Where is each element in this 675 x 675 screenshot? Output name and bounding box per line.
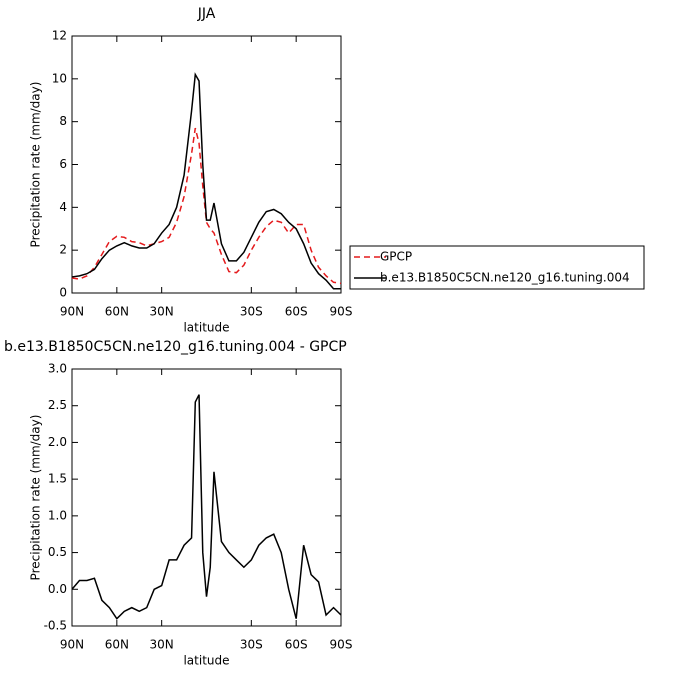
x-tick-label: 90N — [60, 305, 84, 319]
plot-frame — [71, 368, 342, 627]
x-tick-label: 60N — [105, 638, 129, 652]
x-tick-label: 30N — [150, 638, 174, 652]
chart-title: JJA — [197, 6, 216, 22]
y-tick-label: -0.5 — [44, 619, 67, 633]
x-tick-label: 90S — [330, 305, 353, 319]
x-axis-label: latitude — [183, 654, 229, 668]
x-tick-label: 90S — [330, 638, 353, 652]
plot-frame — [71, 35, 342, 294]
y-tick-label: 0.5 — [48, 545, 67, 559]
y-axis-label: Precipitation rate (mm/day) — [29, 82, 43, 248]
y-tick-label: 3.0 — [48, 362, 67, 376]
y-tick-label: 6 — [59, 157, 67, 171]
y-tick-label: 12 — [52, 29, 67, 43]
y-tick-label: 1.5 — [48, 472, 67, 486]
x-tick-label: 60N — [105, 305, 129, 319]
legend-label: GPCP — [380, 250, 412, 264]
x-tick-label: 30N — [150, 305, 174, 319]
y-tick-label: 4 — [59, 200, 67, 214]
x-tick-label: 90N — [60, 638, 84, 652]
y-axis-label: Precipitation rate (mm/day) — [29, 415, 43, 581]
y-tick-label: 0.0 — [48, 582, 67, 596]
y-tick-label: 10 — [52, 71, 67, 85]
x-tick-label: 30S — [240, 305, 263, 319]
data-line — [71, 72, 341, 290]
data-line — [71, 127, 342, 285]
data-line — [71, 394, 342, 620]
x-tick-label: 30S — [240, 638, 263, 652]
legend-box — [349, 245, 645, 290]
y-tick-label: 2 — [59, 243, 67, 257]
y-tick-label: 2.0 — [48, 435, 67, 449]
y-tick-label: 1.0 — [48, 508, 67, 522]
y-tick-label: 2.5 — [48, 398, 67, 412]
x-tick-label: 60S — [285, 305, 308, 319]
y-tick-label: 8 — [59, 114, 67, 128]
chart-title: b.e13.B1850C5CN.ne120_g16.tuning.004 - G… — [4, 339, 347, 355]
x-tick-label: 60S — [285, 638, 308, 652]
x-axis-label: latitude — [183, 321, 229, 335]
y-tick-label: 0 — [59, 286, 67, 300]
legend-label: b.e13.B1850C5CN.ne120_g16.tuning.004 — [380, 271, 630, 285]
